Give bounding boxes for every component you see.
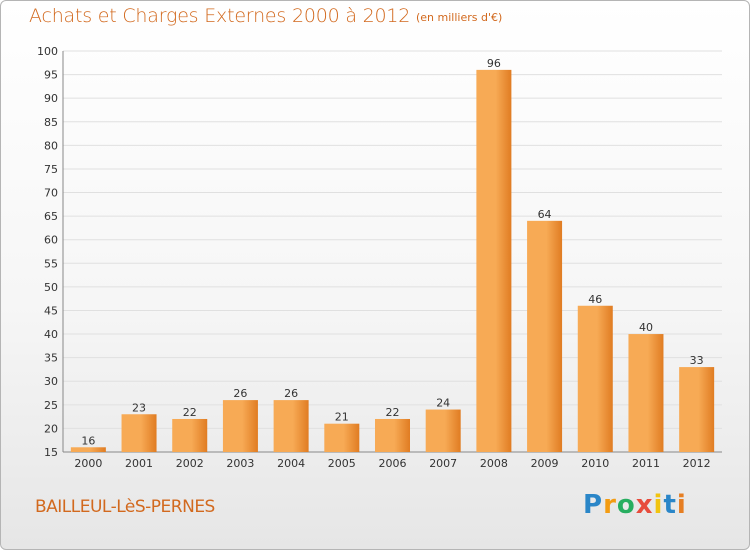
- data-label: 33: [690, 354, 704, 367]
- chart-title: Achats et Charges Externes 2000 à 2012: [29, 5, 411, 27]
- bar: [324, 423, 360, 452]
- logo-letter: i: [676, 490, 687, 520]
- bar: [273, 400, 309, 452]
- y-tick-label: 55: [44, 257, 58, 270]
- data-label: 24: [436, 397, 450, 410]
- data-label: 64: [538, 208, 552, 221]
- y-tick-label: 15: [44, 446, 58, 459]
- data-labels: 16 23 22 26 26 21 22 24 96 64 46 40 33: [81, 57, 703, 447]
- data-label: 96: [487, 57, 501, 70]
- logo-letter: r: [603, 490, 617, 520]
- data-label: 21: [335, 411, 349, 424]
- y-tick-label: 65: [44, 210, 58, 223]
- data-label: 22: [386, 406, 400, 419]
- data-label: 23: [132, 401, 146, 414]
- bar: [172, 418, 208, 452]
- proxiti-logo: Proxiti: [583, 490, 687, 520]
- bar: [577, 305, 613, 452]
- bar: [425, 409, 461, 452]
- x-tick-label: 2005: [328, 457, 356, 470]
- bar: [222, 400, 258, 452]
- y-tick-label: 80: [44, 139, 58, 152]
- x-tick-label: 2007: [429, 457, 457, 470]
- logo-letter: i: [653, 490, 664, 520]
- x-tick-label: 2003: [226, 457, 254, 470]
- data-label: 40: [639, 321, 653, 334]
- axes: [62, 51, 722, 453]
- x-tick-label: 2009: [531, 457, 559, 470]
- y-tick-label: 70: [44, 187, 58, 200]
- x-tick-label: 2011: [632, 457, 660, 470]
- y-tick-label: 85: [44, 116, 58, 129]
- y-tick-label: 75: [44, 163, 58, 176]
- x-tick-label: 2010: [581, 457, 609, 470]
- x-tick-label: 2008: [480, 457, 508, 470]
- y-tick-label: 20: [44, 422, 58, 435]
- bar: [375, 418, 410, 452]
- data-label: 22: [183, 406, 197, 419]
- y-tick-label: 60: [44, 234, 58, 247]
- y-tick-label: 35: [44, 352, 58, 365]
- logo-letter: P: [583, 490, 604, 520]
- tick-labels: 15 20 25 30 35 40 45 50 55 60 65 70 75 80 85 90 95 100 200…: [37, 45, 711, 470]
- bar: [527, 220, 563, 452]
- logo-letter: x: [635, 490, 654, 520]
- data-label: 26: [233, 387, 247, 400]
- bar: [121, 414, 157, 452]
- y-tick-label: 90: [44, 92, 58, 105]
- bar: [628, 334, 664, 452]
- y-tick-label: 45: [44, 304, 58, 317]
- y-tick-label: 25: [44, 399, 58, 412]
- y-tick-label: 30: [44, 375, 58, 388]
- y-tick-label: 100: [37, 45, 58, 58]
- x-tick-label: 2001: [125, 457, 153, 470]
- y-tick-label: 40: [44, 328, 58, 341]
- bar: [476, 69, 512, 452]
- chart-subtitle: (en milliers d'€): [416, 11, 503, 24]
- x-tick-label: 2002: [176, 457, 204, 470]
- x-tick-label: 2000: [74, 457, 102, 470]
- commune-name: BAILLEUL-LèS-PERNES: [35, 497, 215, 517]
- grid-lines: [63, 50, 722, 453]
- x-tick-label: 2006: [379, 457, 407, 470]
- x-tick-label: 2012: [683, 457, 711, 470]
- x-tick-label: 2004: [277, 457, 305, 470]
- logo-letter: o: [616, 490, 636, 520]
- bars: [70, 69, 715, 452]
- data-label: 16: [81, 434, 95, 447]
- data-label: 26: [284, 387, 298, 400]
- y-tick-label: 95: [44, 69, 58, 82]
- data-label: 46: [588, 293, 602, 306]
- bar: [70, 447, 106, 452]
- bar: [679, 367, 715, 452]
- logo-letter: t: [663, 490, 677, 520]
- y-tick-label: 50: [44, 281, 58, 294]
